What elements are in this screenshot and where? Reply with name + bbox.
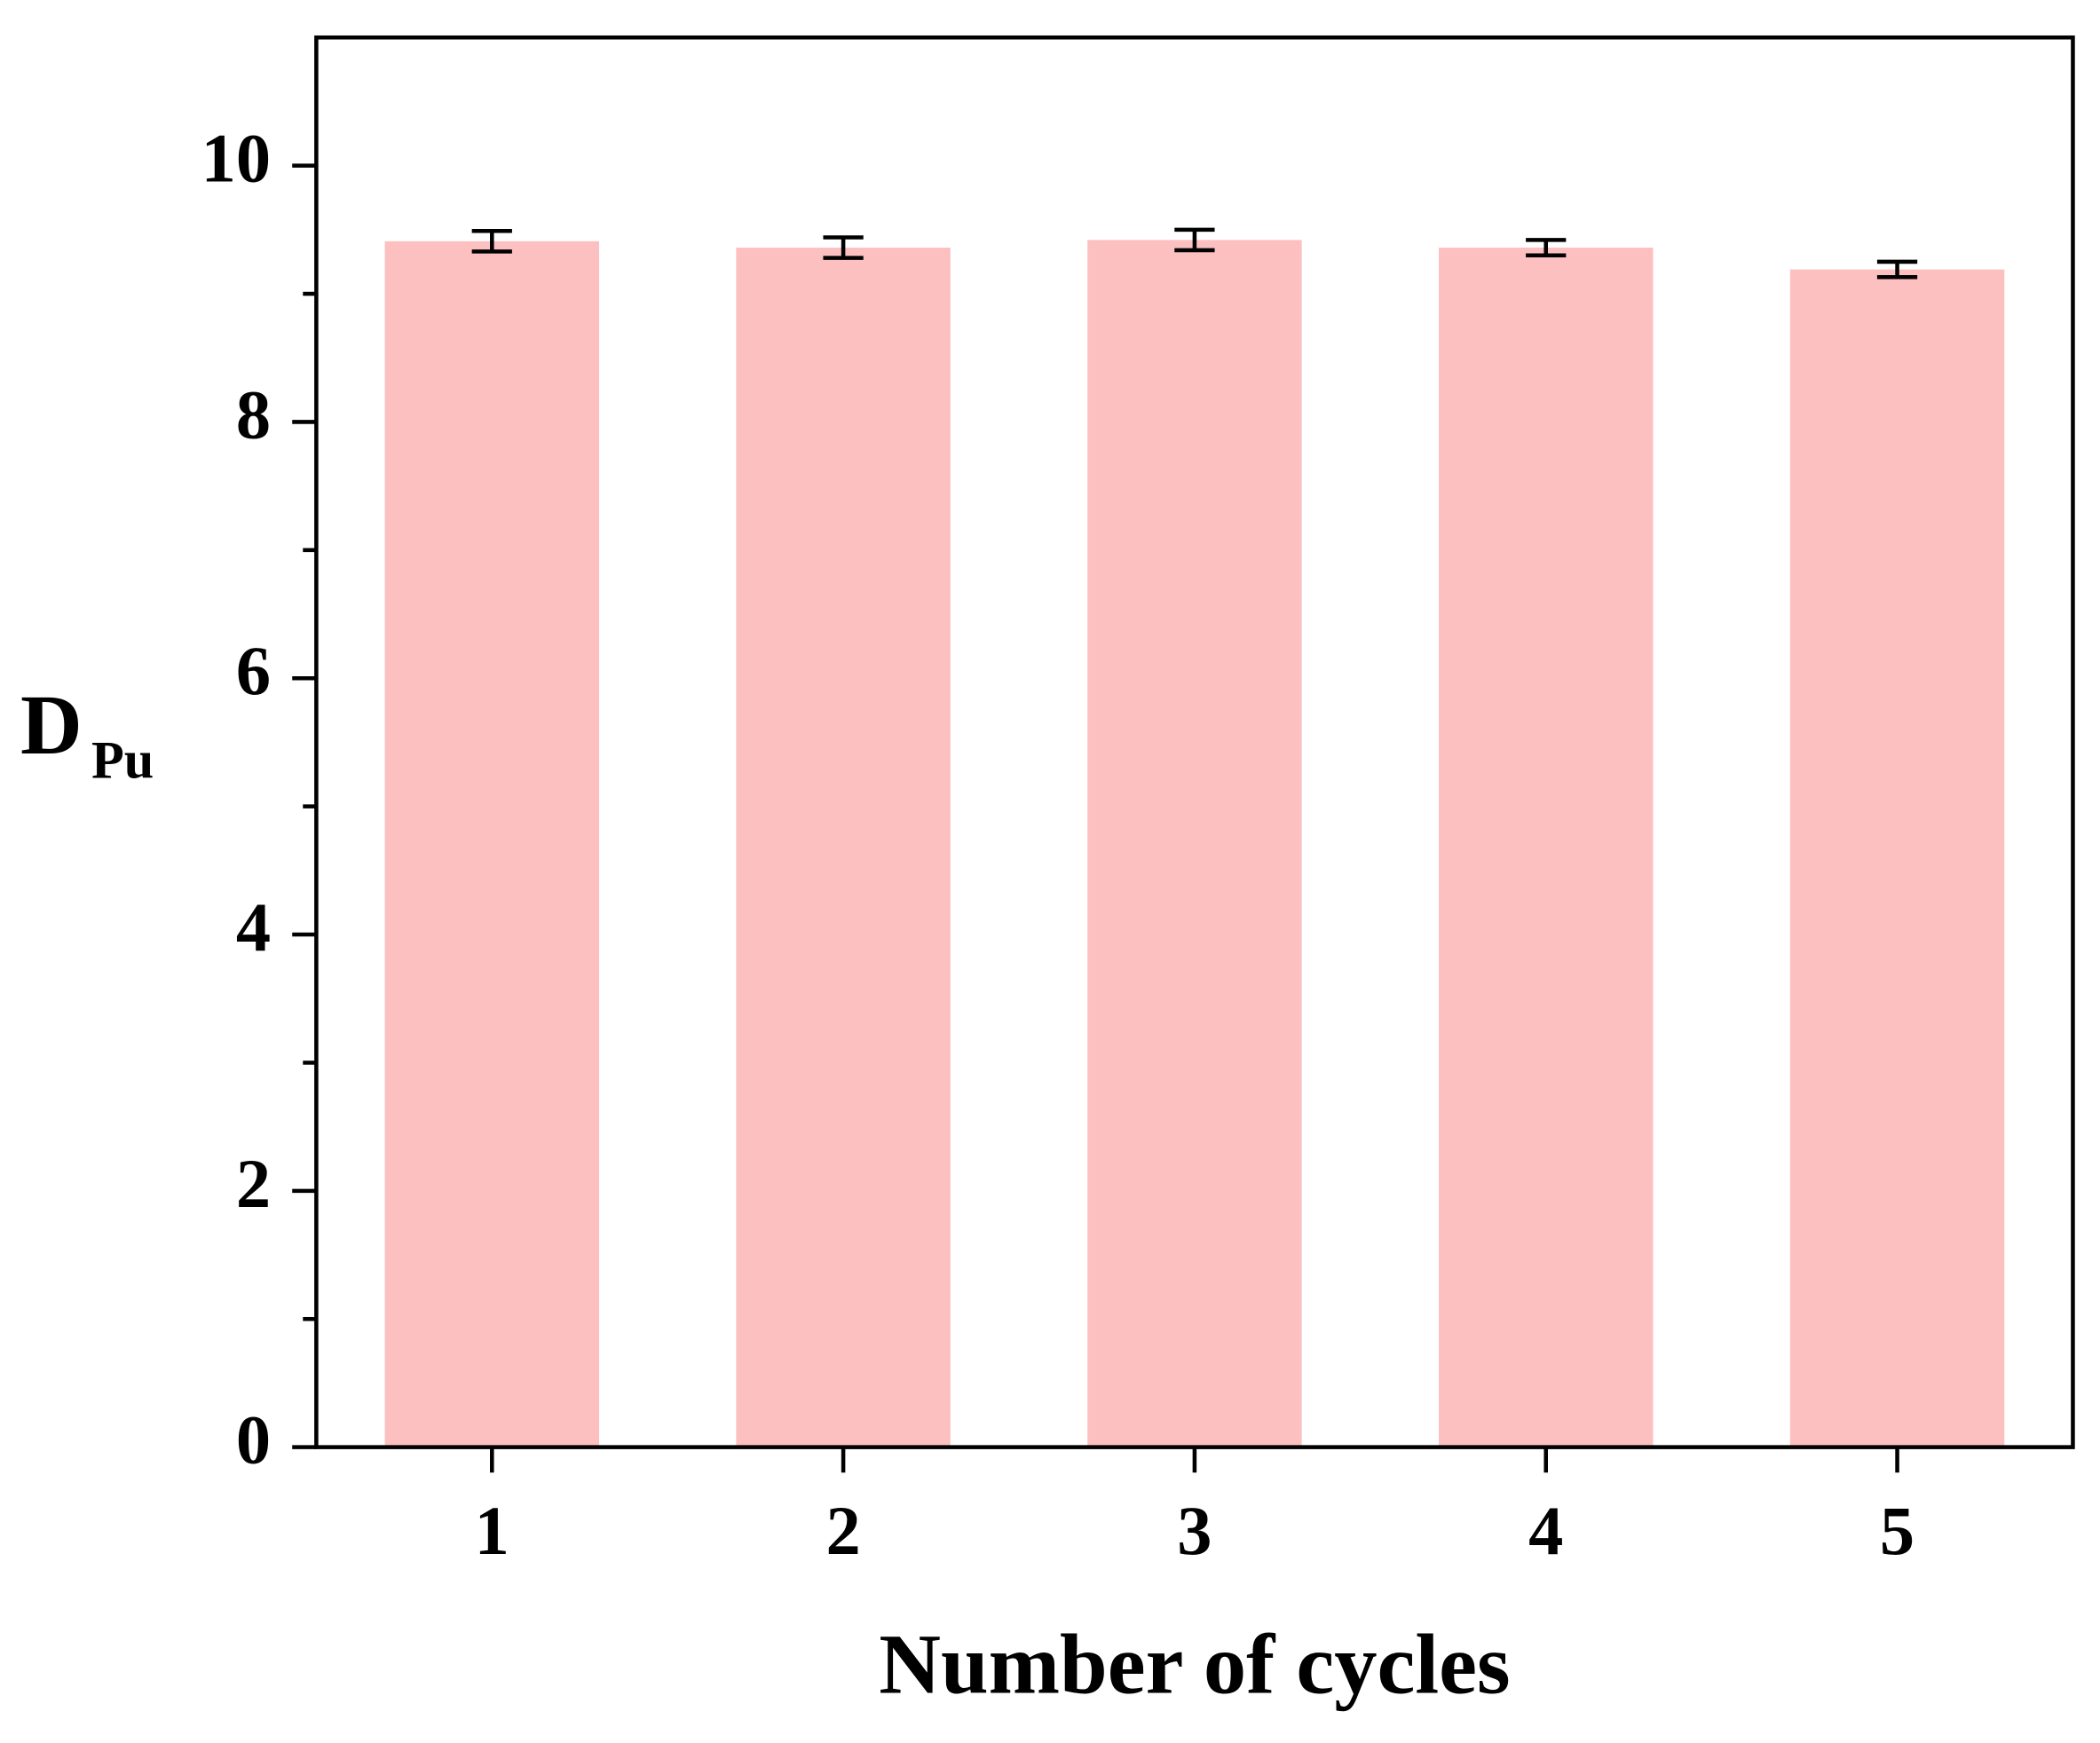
y-tick-label: 8 <box>236 375 271 453</box>
y-axis-label: D <box>20 677 83 772</box>
x-tick-label: 5 <box>1880 1492 1914 1569</box>
x-axis-label: Number of cycles <box>879 1617 1510 1712</box>
error-bar <box>1876 259 1918 280</box>
plot-frame <box>314 35 2075 1449</box>
error-bar <box>1174 227 1215 253</box>
bar <box>1439 248 1654 1447</box>
bar <box>1087 240 1302 1447</box>
y-tick-label: 0 <box>236 1401 271 1479</box>
bar <box>736 248 951 1447</box>
error-bar <box>823 235 864 260</box>
y-tick-label: 4 <box>236 888 271 966</box>
y-tick-label: 10 <box>201 120 271 197</box>
y-tick-label: 6 <box>236 632 271 709</box>
error-bar <box>471 229 512 254</box>
bar <box>1789 269 2005 1447</box>
y-axis-label-subscript: Pu <box>91 731 154 791</box>
bar <box>384 241 600 1447</box>
y-tick-label: 2 <box>236 1145 271 1222</box>
x-tick-label: 1 <box>475 1492 509 1569</box>
x-tick-label: 2 <box>825 1492 860 1569</box>
x-tick-label: 3 <box>1177 1492 1212 1569</box>
x-tick-label: 4 <box>1528 1492 1563 1569</box>
error-bar <box>1526 238 1567 257</box>
